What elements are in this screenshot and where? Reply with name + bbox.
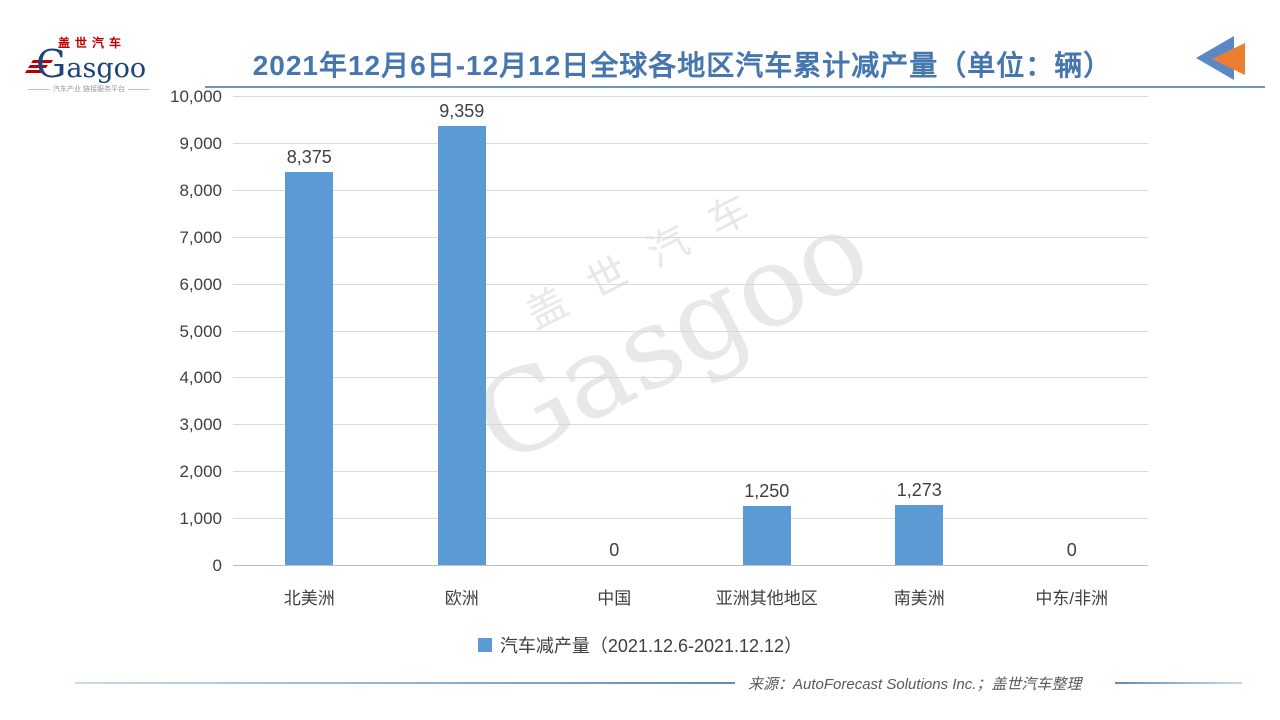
footer-divider-left (75, 682, 735, 684)
logo-chinese-name: 盖世汽车 (58, 36, 127, 50)
y-tick-label: 5,000 (179, 321, 222, 341)
value-label: 1,273 (896, 480, 942, 501)
y-tick-label: 4,000 (179, 368, 222, 388)
gridline (233, 565, 1148, 566)
bar-南美洲 (895, 505, 944, 565)
gridline (233, 283, 1148, 285)
legend-label: 汽车减产量（2021.12.6-2021.12.12） (499, 636, 803, 656)
bar-亚洲其他地区 (742, 506, 791, 565)
gridline (233, 424, 1148, 426)
source-note: 来源：AutoForecast Solutions Inc.；盖世汽车整理 (748, 676, 1082, 693)
gridline (233, 377, 1148, 379)
value-label: 9,359 (439, 101, 485, 122)
gridline (233, 142, 1148, 144)
x-tick-label: 中东/非洲 (1035, 589, 1109, 608)
bar-欧洲 (437, 126, 486, 565)
gasgoo-logo: 盖世汽车 Gasgoo 汽车产业 链接服务平台 (24, 34, 151, 94)
x-tick-label: 北美洲 (283, 589, 335, 608)
plot-area: 8,375 9,359 0 1,250 1,273 0 (233, 96, 1148, 566)
y-tick-label: 9,000 (179, 133, 222, 153)
footer-divider-right (1115, 682, 1242, 684)
y-tick-label: 3,000 (179, 415, 222, 435)
value-label: 0 (609, 540, 620, 560)
y-tick-label: 1,000 (179, 509, 222, 529)
bar-北美洲 (285, 172, 334, 565)
y-tick-label: 10,000 (170, 87, 222, 106)
value-label: 8,375 (286, 147, 332, 168)
y-axis-labels: 0 1,000 2,000 3,000 4,000 5,000 6,000 7,000 8,00… (0, 87, 222, 575)
gridline (233, 236, 1148, 238)
chart-title: 2021年12月6日-12月12日全球各地区汽车累计减产量（单位：辆） (252, 50, 1113, 81)
gridline (233, 471, 1148, 473)
chart-legend: 汽车减产量（2021.12.6-2021.12.12） (0, 632, 1280, 658)
logo-tagline: 汽车产业 链接服务平台 (28, 84, 151, 94)
logo-english-name: Gasgoo (36, 42, 147, 86)
x-tick-label: 中国 (597, 589, 632, 608)
gridline (233, 189, 1148, 191)
value-label: 1,250 (744, 481, 790, 502)
y-tick-label: 0 (212, 556, 222, 575)
title-underline (205, 86, 1265, 88)
y-tick-label: 8,000 (179, 180, 222, 200)
x-tick-label: 亚洲其他地区 (715, 589, 818, 608)
gridline (233, 518, 1148, 520)
y-tick-label: 7,000 (179, 227, 222, 247)
legend-swatch (477, 638, 492, 652)
x-tick-label: 欧洲 (444, 589, 479, 608)
gridline (233, 330, 1148, 332)
back-arrow-orange-icon (1212, 43, 1245, 75)
y-tick-label: 2,000 (179, 462, 222, 482)
x-tick-label: 南美洲 (893, 589, 945, 608)
x-axis-labels: 北美洲 欧洲 中国 亚洲其他地区 南美洲 中东/非洲 (233, 584, 1148, 608)
gridline (233, 96, 1148, 97)
value-label: 0 (1066, 540, 1077, 560)
y-tick-label: 6,000 (179, 274, 222, 294)
